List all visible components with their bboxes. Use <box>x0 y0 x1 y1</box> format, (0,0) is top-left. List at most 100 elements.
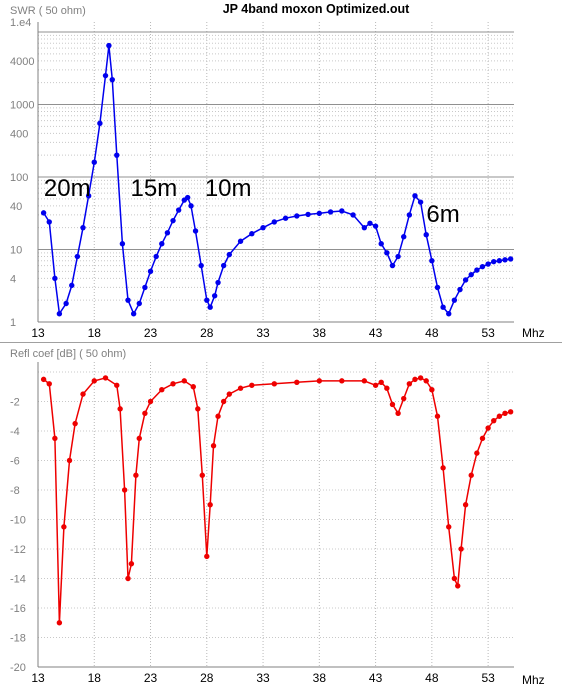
swr-data-point <box>412 193 418 199</box>
swr-data-point <box>147 268 154 275</box>
swr-data-point <box>462 277 469 283</box>
refl-data-point <box>271 381 278 387</box>
swr-data-point <box>406 212 413 218</box>
swr-data-point <box>56 311 63 317</box>
refl-data-point <box>384 385 390 391</box>
swr-data-point <box>215 279 221 286</box>
refl-y-tick-label: -2 <box>10 397 20 409</box>
swr-data-point <box>164 230 171 236</box>
swr-data-point <box>316 210 323 217</box>
swr-data-point <box>136 300 142 307</box>
refl-data-point <box>458 546 464 552</box>
swr-x-tick-label: 28 <box>200 326 214 340</box>
swr-data-point <box>237 238 244 244</box>
swr-data-point <box>80 224 86 231</box>
swr-data-point <box>260 224 266 231</box>
swr-y-tick-label: 1 <box>10 317 16 329</box>
swr-data-point <box>361 224 368 231</box>
refl-y-tick-label: -18 <box>10 633 26 645</box>
refl-data-point <box>72 420 78 427</box>
swr-data-point <box>211 293 218 299</box>
swr-data-point <box>485 261 491 267</box>
refl-data-point <box>195 406 201 412</box>
refl-data-point <box>142 410 148 416</box>
refl-data-point <box>199 472 205 478</box>
refl-data-point <box>502 410 508 416</box>
swr-data-point <box>305 211 311 218</box>
swr-data-point <box>188 203 194 209</box>
refl-x-tick-label: 48 <box>425 671 439 685</box>
refl-data-point <box>389 401 396 408</box>
top-y-ticks: 1 4 10 40 100 400 1000 4000 <box>10 56 34 329</box>
swr-data-point <box>423 232 429 238</box>
refl-data-point <box>40 376 47 383</box>
swr-data-point <box>434 284 441 291</box>
swr-x-tick-label: 38 <box>313 326 327 340</box>
swr-data-point <box>170 217 176 224</box>
refl-data-point <box>61 524 67 530</box>
bottom-grid <box>37 362 514 668</box>
swr-data-point <box>119 241 126 247</box>
refl-data-point <box>117 406 123 412</box>
refl-x-tick-label: 18 <box>88 671 102 685</box>
refl-data-point <box>147 398 154 405</box>
refl-x-tick-label: 38 <box>313 671 327 685</box>
swr-data-point <box>130 311 137 317</box>
swr-data-point <box>204 297 210 303</box>
refl-x-tick-label: 23 <box>144 671 158 685</box>
swr-y-tick-label: 400 <box>10 128 28 140</box>
swr-data-point <box>372 223 379 229</box>
refl-data-point <box>294 379 300 386</box>
refl-x-tick-label: 43 <box>369 671 383 685</box>
swr-x-tick-label: 18 <box>88 326 102 340</box>
bottom-x-axis-label: Mhz <box>522 673 545 687</box>
swr-data-point <box>507 256 514 262</box>
top-grid <box>37 22 514 323</box>
refl-data-point <box>249 382 255 388</box>
refl-data-point <box>237 385 244 391</box>
refl-data-point <box>496 413 503 419</box>
swr-y-tick-label: 100 <box>10 172 28 184</box>
top-chart-title: JP 4band moxon Optimized.out <box>223 2 410 16</box>
refl-data-point <box>128 561 135 567</box>
swr-data-point <box>97 120 103 127</box>
refl-series-points <box>40 375 514 626</box>
swr-data-point <box>491 258 497 265</box>
refl-data-point <box>121 487 128 493</box>
swr-data-point <box>479 263 486 270</box>
swr-data-point <box>367 220 373 226</box>
refl-data-point <box>491 417 497 424</box>
refl-x-tick-label: 53 <box>481 671 495 685</box>
swr-data-point <box>350 212 356 218</box>
refl-data-point <box>455 583 461 589</box>
refl-data-point <box>215 413 221 419</box>
swr-data-point <box>226 251 233 258</box>
refl-data-point <box>434 413 441 419</box>
refl-y-tick-label: -10 <box>10 515 26 527</box>
refl-data-point <box>204 553 210 560</box>
swr-data-point <box>502 257 508 263</box>
refl-data-point <box>170 381 176 387</box>
refl-data-point <box>412 376 418 383</box>
swr-data-point <box>417 199 424 205</box>
refl-data-point <box>339 378 345 384</box>
refl-data-point <box>485 425 491 431</box>
swr-data-point <box>74 253 81 260</box>
top-x-ticks: 13 18 23 28 33 38 43 48 53 <box>31 326 495 340</box>
top-chart-frame <box>0 0 562 342</box>
refl-data-point <box>429 387 435 393</box>
band-label: 10m <box>205 175 252 202</box>
swr-data-point <box>457 286 463 293</box>
refl-x-tick-label: 33 <box>256 671 270 685</box>
refl-data-point <box>91 378 97 384</box>
band-labels: 20m 15m 10m 6m <box>44 175 460 228</box>
refl-data-point <box>401 395 407 402</box>
top-y-axis-label: SWR ( 50 ohm) <box>10 5 86 17</box>
swr-data-point <box>294 213 300 219</box>
refl-data-point <box>361 378 368 384</box>
refl-x-tick-label: 28 <box>200 671 214 685</box>
swr-data-point <box>384 250 390 256</box>
swr-y-tick-label: 4000 <box>10 56 34 68</box>
